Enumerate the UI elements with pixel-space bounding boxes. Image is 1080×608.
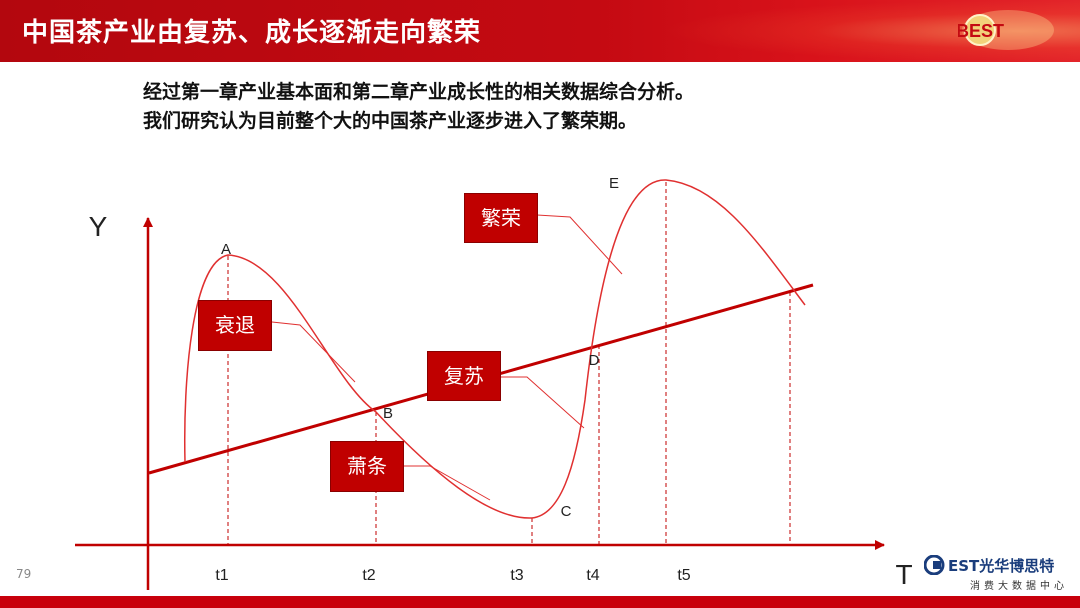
tick-label-t2: t2 xyxy=(362,567,375,584)
brand-logo-text: EST xyxy=(948,557,980,575)
point-label-e: E xyxy=(609,175,619,192)
point-label-b: B xyxy=(383,405,393,422)
point-label-d: D xyxy=(589,352,600,369)
phase-label-prosperity: 繁荣 xyxy=(464,193,538,243)
page-number: 79 xyxy=(16,567,32,581)
intro-text: 经过第一章产业基本面和第二章产业成长性的相关数据综合分析。 我们研究认为目前整个… xyxy=(143,78,694,136)
header-banner: 中国茶产业由复苏、成长逐渐走向繁荣 BEST xyxy=(0,0,1080,62)
brand-subtitle: 消费大数据中心 xyxy=(970,581,1068,592)
intro-line-2: 我们研究认为目前整个大的中国茶产业逐步进入了繁荣期。 xyxy=(143,110,638,132)
bottom-bar xyxy=(0,596,1080,608)
tick-label-t3: t3 xyxy=(510,567,523,584)
best-mark-icon xyxy=(924,555,945,575)
page-title: 中国茶产业由复苏、成长逐渐走向繁荣 xyxy=(22,18,482,48)
tick-label-t1: t1 xyxy=(215,567,228,584)
leader-prosperity xyxy=(536,214,623,275)
x-axis-label: T xyxy=(895,559,912,590)
phase-label-recovery: 复苏 xyxy=(427,351,501,401)
leader-decline xyxy=(271,321,356,383)
leader-depression xyxy=(403,465,491,501)
phase-label-decline: 衰退 xyxy=(198,300,272,351)
brand-name-text: 光华博思特 xyxy=(979,557,1055,575)
tick-label-t4: t4 xyxy=(586,567,599,584)
tick-label-t5: t5 xyxy=(677,567,690,584)
leader-recovery xyxy=(501,376,585,429)
best-logo-badge: BEST xyxy=(958,10,1054,50)
header-glow xyxy=(660,0,1080,62)
brand-name: EST光华博思特 xyxy=(948,555,1054,576)
logo-text: BEST xyxy=(958,21,1004,41)
point-label-c: C xyxy=(561,503,572,520)
brand-logo: EST光华博思特 消费大数据中心 xyxy=(924,555,1064,593)
point-label-a: A xyxy=(221,241,231,258)
phase-label-depression: 萧条 xyxy=(330,441,404,492)
y-axis-label: Y xyxy=(89,211,108,242)
cycle-curve xyxy=(184,179,806,519)
intro-line-1: 经过第一章产业基本面和第二章产业成长性的相关数据综合分析。 xyxy=(143,81,695,103)
